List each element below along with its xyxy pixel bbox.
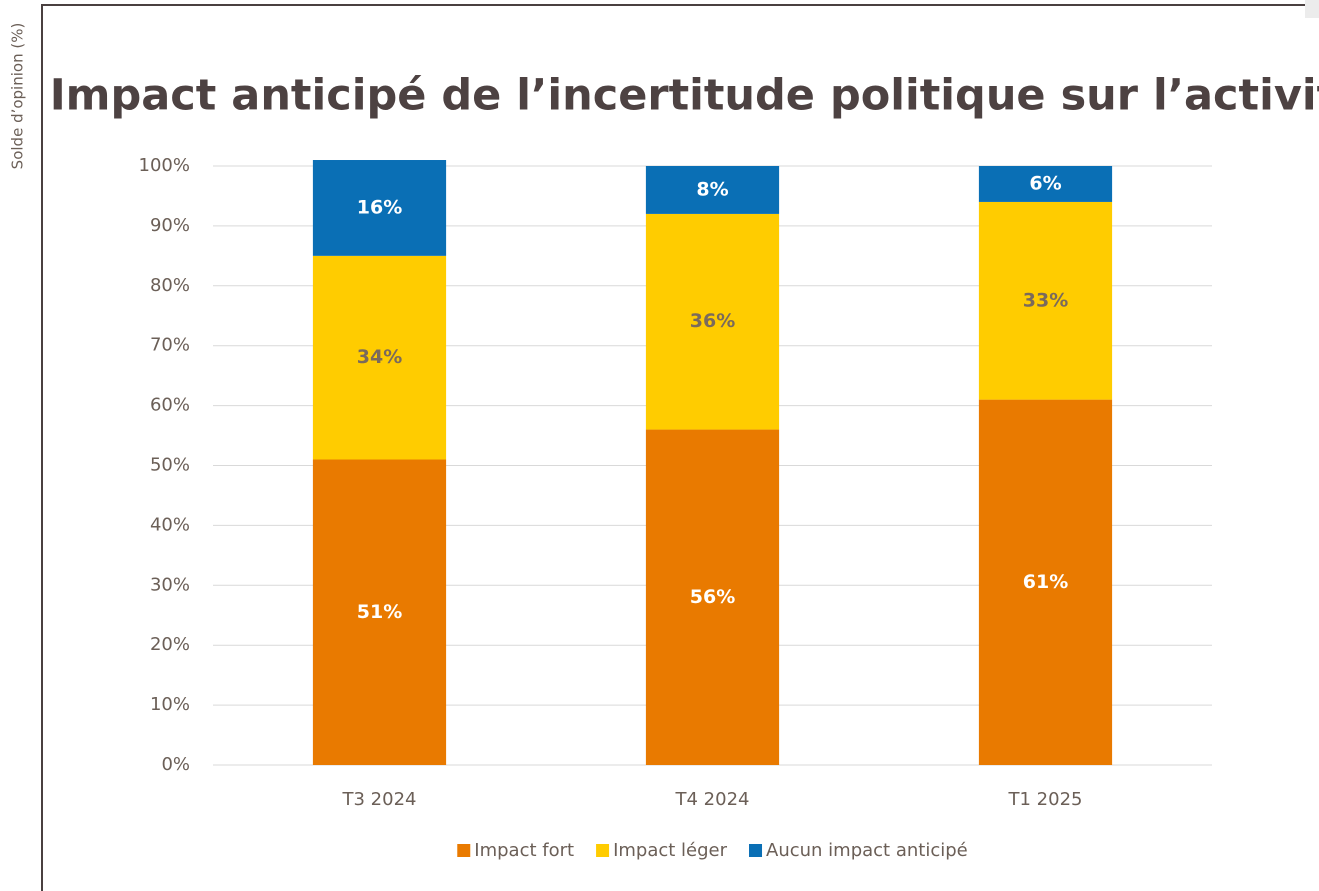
- data-label: 6%: [1029, 172, 1061, 194]
- y-tick-label: 90%: [150, 215, 190, 236]
- data-label: 16%: [357, 196, 402, 218]
- x-tick-label: T3 2024: [342, 789, 417, 810]
- chart-title: Impact anticipé de l’incertitude politiq…: [50, 71, 1319, 121]
- bar-segment: [312, 459, 447, 765]
- y-axis-label: Solde d’opinion (%): [9, 23, 27, 170]
- x-tick-label: T4 2024: [675, 789, 750, 810]
- y-tick-label: 20%: [150, 634, 190, 655]
- data-label: 61%: [1023, 571, 1068, 593]
- legend-label: Impact fort: [474, 840, 574, 861]
- data-label: 8%: [696, 178, 728, 200]
- y-tick-label: 40%: [150, 514, 190, 535]
- bar-segment: [312, 160, 447, 256]
- y-tick-label: 80%: [150, 275, 190, 296]
- bar-segment: [645, 166, 780, 214]
- data-label: 33%: [1023, 289, 1068, 311]
- y-tick-label: 0%: [161, 754, 190, 775]
- bar-segment: [978, 166, 1113, 202]
- bar-segment: [645, 213, 780, 430]
- corner-box: [1305, 0, 1319, 18]
- legend-label: Aucun impact anticipé: [766, 840, 968, 861]
- bar-segment: [645, 429, 780, 765]
- y-tick-label: 70%: [150, 335, 190, 356]
- data-label: 36%: [690, 310, 735, 332]
- data-label: 51%: [357, 601, 402, 623]
- bar-segment: [312, 255, 447, 460]
- y-tick-label: 100%: [139, 155, 190, 176]
- legend-swatch: [749, 844, 763, 857]
- y-tick-label: 50%: [150, 455, 190, 476]
- bar-segment: [978, 399, 1113, 765]
- y-tick-label: 30%: [150, 574, 190, 595]
- legend-swatch: [596, 844, 610, 857]
- x-tick-label: T1 2025: [1008, 789, 1083, 810]
- y-tick-label: 60%: [150, 395, 190, 416]
- legend-label: Impact léger: [613, 840, 728, 861]
- bar-segment: [978, 201, 1113, 400]
- frame: [41, 4, 1305, 891]
- data-label: 34%: [357, 346, 402, 368]
- data-label: 56%: [690, 586, 735, 608]
- legend-swatch: [457, 844, 471, 857]
- y-tick-label: 10%: [150, 694, 190, 715]
